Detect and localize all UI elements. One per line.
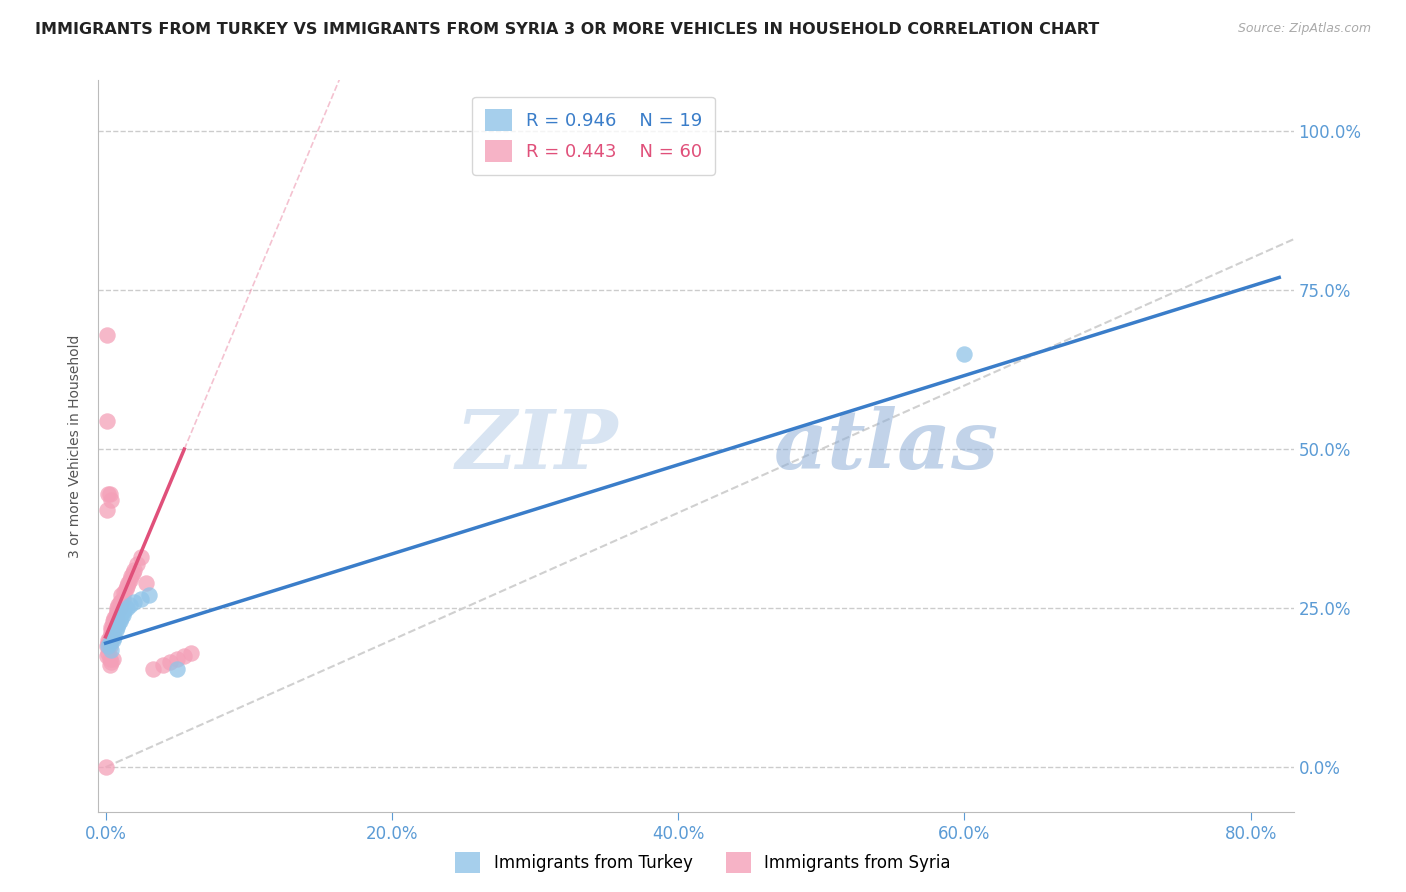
Point xyxy=(180,646,202,660)
Point xyxy=(166,652,188,666)
Point xyxy=(122,595,145,609)
Point xyxy=(104,617,127,632)
Point xyxy=(98,630,121,644)
Point xyxy=(100,632,122,647)
Point xyxy=(97,646,120,660)
Point xyxy=(138,589,160,603)
Text: atlas: atlas xyxy=(773,406,998,486)
Point xyxy=(94,760,117,774)
Point xyxy=(96,413,118,427)
Point xyxy=(101,632,124,647)
Point xyxy=(105,611,128,625)
Legend: R = 0.946    N = 19, R = 0.443    N = 60: R = 0.946 N = 19, R = 0.443 N = 60 xyxy=(472,96,716,175)
Point xyxy=(112,604,135,618)
Point xyxy=(108,595,131,609)
Point xyxy=(107,617,129,632)
Point xyxy=(142,662,165,676)
Point xyxy=(173,648,195,663)
Point xyxy=(108,614,131,628)
Point xyxy=(103,611,125,625)
Point xyxy=(131,591,153,606)
Point xyxy=(98,658,121,673)
Point xyxy=(98,486,121,500)
Point xyxy=(125,557,148,571)
Point xyxy=(100,624,122,638)
Point xyxy=(101,620,124,634)
Point xyxy=(110,589,132,603)
Text: ZIP: ZIP xyxy=(456,406,619,486)
Point xyxy=(103,620,125,634)
Point xyxy=(115,601,138,615)
Point xyxy=(104,607,127,622)
Point xyxy=(98,636,121,650)
Point xyxy=(111,607,134,622)
Text: Source: ZipAtlas.com: Source: ZipAtlas.com xyxy=(1237,22,1371,36)
Point xyxy=(159,655,181,669)
Point xyxy=(115,579,138,593)
Point xyxy=(110,595,132,609)
Point xyxy=(104,624,127,638)
Point xyxy=(121,566,143,581)
Point xyxy=(104,611,127,625)
Point xyxy=(97,486,120,500)
Point xyxy=(97,632,120,647)
Point xyxy=(105,620,128,634)
Point xyxy=(97,640,120,654)
Point xyxy=(135,575,157,590)
Point xyxy=(118,598,141,612)
Y-axis label: 3 or more Vehicles in Household: 3 or more Vehicles in Household xyxy=(67,334,82,558)
Point xyxy=(105,601,128,615)
Point xyxy=(103,614,125,628)
Point xyxy=(96,502,118,516)
Point xyxy=(101,626,124,640)
Point xyxy=(118,573,141,587)
Point xyxy=(96,327,118,342)
Point xyxy=(107,598,129,612)
Point xyxy=(166,662,188,676)
Point xyxy=(98,640,121,654)
Point xyxy=(112,585,135,599)
Point xyxy=(97,636,120,650)
Point xyxy=(107,604,129,618)
Point xyxy=(103,630,125,644)
Point xyxy=(100,626,122,640)
Point xyxy=(101,614,124,628)
Point xyxy=(100,493,122,508)
Point xyxy=(105,604,128,618)
Point xyxy=(122,563,145,577)
Point xyxy=(100,642,122,657)
Point xyxy=(120,569,142,583)
Point xyxy=(108,601,131,615)
Point xyxy=(101,617,124,632)
Point xyxy=(100,620,122,634)
Point xyxy=(111,591,134,606)
Point xyxy=(96,648,118,663)
Point xyxy=(117,575,139,590)
Point xyxy=(152,658,174,673)
Point xyxy=(100,655,122,669)
Point xyxy=(953,347,976,361)
Point xyxy=(96,640,118,654)
Legend: Immigrants from Turkey, Immigrants from Syria: Immigrants from Turkey, Immigrants from … xyxy=(449,846,957,880)
Point xyxy=(98,652,121,666)
Text: IMMIGRANTS FROM TURKEY VS IMMIGRANTS FROM SYRIA 3 OR MORE VEHICLES IN HOUSEHOLD : IMMIGRANTS FROM TURKEY VS IMMIGRANTS FRO… xyxy=(35,22,1099,37)
Point xyxy=(110,611,132,625)
Point xyxy=(131,550,153,565)
Point xyxy=(98,632,121,647)
Point xyxy=(101,652,124,666)
Point xyxy=(114,582,136,596)
